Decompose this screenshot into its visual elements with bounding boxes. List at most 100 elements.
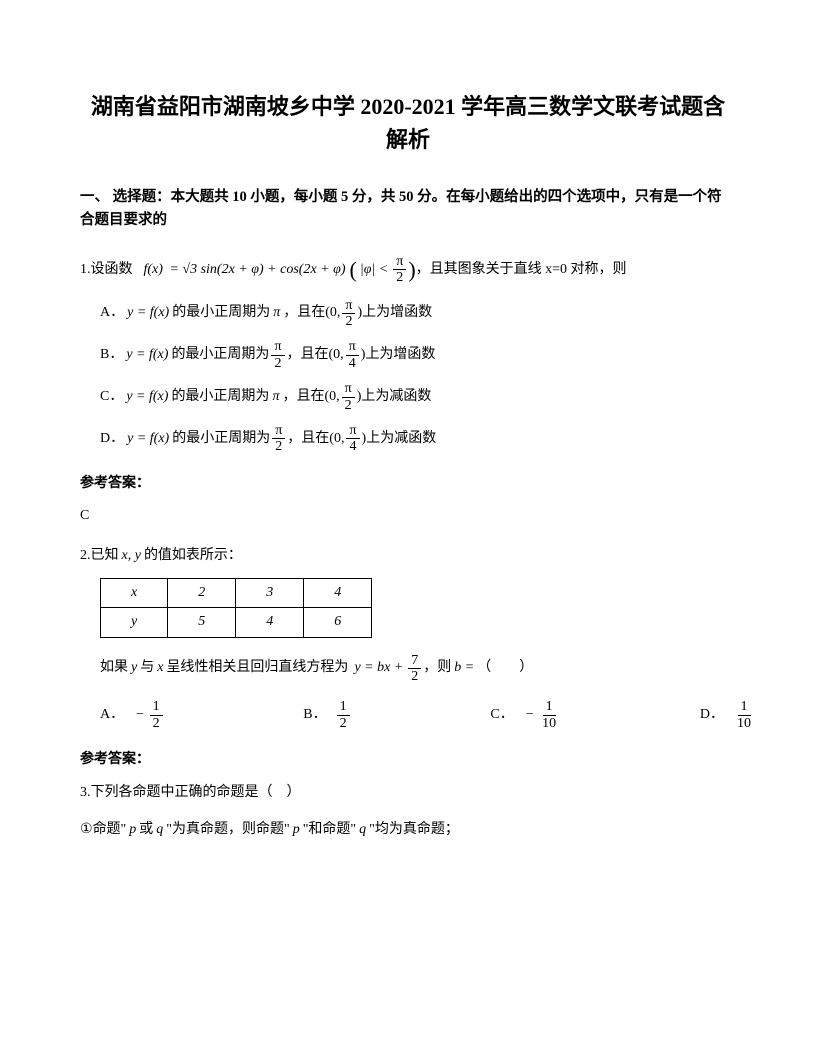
table-cell: 3: [236, 578, 304, 607]
q2-data-table: x 2 3 4 y 5 4 6: [100, 578, 372, 638]
period-text: 的最小正周期为: [172, 302, 270, 324]
period-text: 的最小正周期为: [171, 344, 269, 366]
q2-opt-a: A． − 1 2: [100, 699, 165, 731]
q3-sub1-mid: "为真命题，则命题": [166, 819, 289, 841]
opt-c-label: C．: [490, 704, 513, 726]
dec-text: 上为减函数: [366, 428, 436, 450]
and-in: ，且在: [287, 344, 329, 366]
period-text: 的最小正周期为: [171, 386, 269, 408]
table-row: x 2 3 4: [101, 578, 372, 607]
inc-text: 上为增函数: [362, 302, 432, 324]
question-1: 1. 设函数 f(x) = √3 sin(2x + φ) + cos(2x + …: [80, 252, 736, 454]
table-cell: x: [101, 578, 168, 607]
frac-pi-2: π 2: [393, 254, 406, 286]
table-row: y 5 4 6: [101, 608, 372, 637]
q2-post: 的值如表所示：: [144, 545, 242, 567]
frac-pi-2: π 2: [271, 339, 284, 371]
q2-y: y: [131, 657, 137, 679]
paren-close: ): [408, 252, 415, 287]
q1-num: 1.: [80, 259, 91, 281]
q3-q: q: [156, 819, 163, 841]
opt-b-label: B．: [100, 344, 123, 366]
pi: π: [272, 386, 279, 408]
neg: −: [135, 704, 144, 726]
q1-cond: |φ| <: [360, 259, 388, 281]
q3-sub1-and: "和命题": [303, 819, 356, 841]
q3-or: 或: [139, 819, 153, 841]
period-text: 的最小正周期为: [172, 428, 270, 450]
interval: (0, π 4 ): [329, 423, 366, 455]
answer-label-2: 参考答案：: [80, 749, 736, 771]
q1-post: ，且其图象关于直线 x=0 对称，则: [416, 259, 627, 281]
q2-paren: （ ）: [477, 657, 533, 679]
pi: π: [273, 302, 280, 324]
q2-eq: y = bx +: [354, 657, 403, 679]
opt-a-label: A．: [100, 704, 124, 726]
dec-text: 上为减函数: [361, 386, 431, 408]
q3-sub1-end: "均为真命题；: [369, 819, 459, 841]
yfx: y = f(x): [126, 386, 168, 408]
q3-p: p: [129, 819, 136, 841]
section-header: 一、 选择题：本大题共 10 小题，每小题 5 分，共 50 分。在每小题给出的…: [80, 186, 736, 232]
q2-then: ，则: [423, 657, 451, 679]
q1-option-d: D． y = f(x) 的最小正周期为 π 2 ，且在 (0, π 4 ) 上为…: [100, 423, 736, 455]
question-2: 2. 已知 x, y 的值如表所示： x 2 3 4 y 5 4 6 如果 y …: [80, 545, 736, 731]
q2-b: b =: [454, 657, 474, 679]
yfx: y = f(x): [127, 428, 169, 450]
opt-a-label: A．: [100, 302, 124, 324]
q3-text: 下列各命题中正确的命题是（ ）: [91, 782, 301, 804]
table-cell: 4: [304, 578, 372, 607]
q2-num: 2.: [80, 545, 91, 567]
frac-1-2: 1 2: [150, 699, 163, 731]
table-cell: 5: [168, 608, 236, 637]
q1-answer: C: [80, 505, 736, 527]
q1-option-b: B． y = f(x) 的最小正周期为 π 2 ，且在 (0, π 4 ) 上为…: [100, 339, 736, 371]
table-cell: 4: [236, 608, 304, 637]
interval: (0, π 4 ): [329, 339, 366, 371]
and-in: ，且在: [282, 386, 324, 408]
frac-1-2: 1 2: [337, 699, 350, 731]
q3-sub1-pre: 命题": [93, 819, 127, 841]
frac-7-2: 7 2: [408, 653, 421, 685]
frac-1-10: 1 10: [539, 699, 559, 731]
q2-opt-b: B． 1 2: [303, 699, 351, 731]
opt-d-label: D．: [700, 704, 724, 726]
q3-q2: q: [359, 819, 366, 841]
q2-opt-c: C． − 1 10: [490, 699, 561, 731]
opt-b-label: B．: [303, 704, 326, 726]
table-cell: 2: [168, 578, 236, 607]
table-cell: y: [101, 608, 168, 637]
q1-pre: 设函数: [91, 259, 133, 281]
page-title: 湖南省益阳市湖南坡乡中学 2020-2021 学年高三数学文联考试题含解析: [80, 90, 736, 156]
q2-line2-pre: 如果: [100, 657, 128, 679]
q2-options: A． − 1 2 B． 1 2 C． − 1 10 D． 1: [100, 699, 756, 731]
q2-linear: 呈线性相关且回归直线方程为: [166, 657, 348, 679]
interval: (0, π 2 ): [324, 381, 361, 413]
answer-label-1: 参考答案：: [80, 473, 736, 495]
opt-c-label: C．: [100, 386, 123, 408]
and-in: ，且在: [287, 428, 329, 450]
yfx: y = f(x): [126, 344, 168, 366]
q2-opt-d: D． 1 10: [700, 699, 756, 731]
q2-xy: x, y: [122, 545, 141, 567]
q2-with: 与: [140, 657, 154, 679]
frac-pi-2: π 2: [272, 423, 285, 455]
frac-1-10: 1 10: [734, 699, 754, 731]
neg: −: [525, 704, 534, 726]
q1-func: f(x) = √3 sin(2x + φ) + cos(2x + φ): [141, 259, 346, 281]
and-in: ，且在: [283, 302, 325, 324]
table-cell: 6: [304, 608, 372, 637]
interval: (0, π 2 ): [325, 298, 362, 330]
q3-p2: p: [293, 819, 300, 841]
inc-text: 上为增函数: [365, 344, 435, 366]
q1-option-c: C． y = f(x) 的最小正周期为 π ，且在 (0, π 2 ) 上为减函…: [100, 381, 736, 413]
opt-d-label: D．: [100, 428, 124, 450]
q3-sub1-num: ①: [80, 819, 93, 841]
q3-num: 3.: [80, 782, 91, 804]
q2-pre: 已知: [91, 545, 119, 567]
q2-x: x: [157, 657, 163, 679]
q1-option-a: A． y = f(x) 的最小正周期为 π ，且在 (0, π 2 ) 上为增函…: [100, 298, 736, 330]
yfx: y = f(x): [127, 302, 169, 324]
paren-open: (: [350, 252, 357, 287]
question-3: 3. 下列各命题中正确的命题是（ ） ① 命题" p 或 q "为真命题，则命题…: [80, 782, 736, 842]
